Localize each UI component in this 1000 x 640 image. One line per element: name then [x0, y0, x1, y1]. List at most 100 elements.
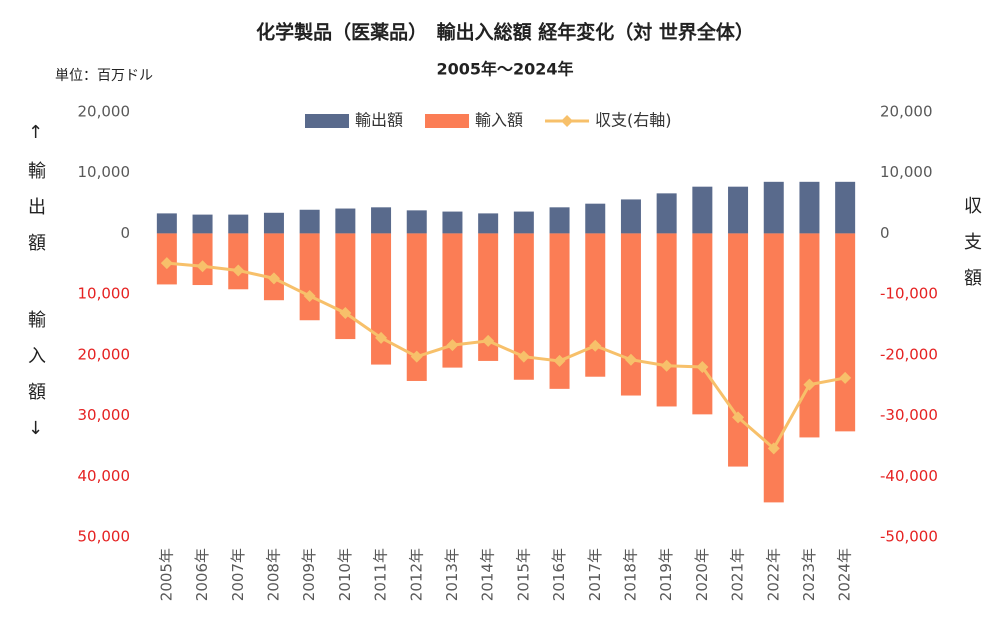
y2-tick-label: -10,000	[880, 285, 938, 303]
y-axis-title: ↑輸出額	[25, 122, 46, 269]
x-tick-label: 2007年	[229, 548, 247, 601]
bar	[156, 213, 177, 234]
marker	[160, 257, 173, 270]
x-tick-label: 2023年	[800, 548, 818, 601]
legend-swatch	[561, 115, 574, 127]
bar	[799, 233, 820, 438]
marker	[339, 306, 352, 319]
bar	[513, 211, 534, 234]
marker	[375, 331, 388, 344]
bar	[478, 213, 499, 234]
y2-tick-label: 0	[880, 224, 890, 242]
marker	[446, 339, 459, 352]
x-tick-label: 2009年	[300, 548, 318, 601]
bar	[835, 181, 856, 234]
x-tick-label: 2017年	[586, 548, 604, 601]
marker	[624, 353, 637, 366]
bar	[799, 181, 820, 234]
x-tick-label: 2015年	[514, 548, 532, 601]
y-tick-label: 30,000	[78, 406, 131, 424]
marker	[410, 350, 423, 363]
marker	[267, 272, 280, 285]
y-tick-label: 0	[120, 224, 130, 242]
marker	[303, 289, 316, 302]
y2-tick-label: 20,000	[880, 103, 933, 121]
y2-axis-title: 収支額	[961, 196, 982, 304]
legend-swatch	[425, 114, 470, 128]
x-tick-label: 2022年	[764, 548, 782, 601]
x-tick-label: 2019年	[657, 548, 675, 601]
bar	[728, 233, 749, 467]
marker	[696, 361, 709, 373]
y-axis-title: 輸入額↓	[25, 310, 46, 457]
marker	[660, 359, 673, 372]
bar	[192, 233, 213, 286]
bar	[692, 186, 713, 234]
legend-label: 収支(右軸)	[595, 111, 672, 130]
x-tick-label: 2018年	[621, 548, 639, 601]
bar	[263, 233, 284, 301]
marker	[517, 350, 530, 363]
bar	[478, 233, 499, 361]
chart-subtitle: 2005年～2024年	[436, 60, 573, 79]
bar	[656, 193, 677, 234]
bar	[763, 233, 784, 503]
bar	[549, 207, 570, 234]
bar	[192, 214, 213, 234]
x-tick-label: 2020年	[693, 548, 711, 601]
chart-title: 化学製品（医薬品） 輸出入総額 経年変化（対 世界全体）	[256, 21, 754, 44]
marker	[839, 371, 852, 384]
legend-label: 輸入額	[475, 111, 523, 130]
marker	[767, 442, 780, 455]
x-tick-label: 2005年	[157, 548, 175, 601]
bar	[835, 233, 856, 432]
bar	[620, 199, 641, 234]
x-tick-label: 2012年	[407, 548, 425, 601]
bar	[656, 233, 677, 407]
marker	[732, 411, 745, 424]
legend-swatch	[305, 114, 349, 128]
y2-tick-label: -20,000	[880, 345, 938, 363]
y-tick-label: 10,000	[78, 285, 131, 303]
y-tick-label: 40,000	[78, 467, 131, 485]
bar	[299, 233, 320, 321]
y-tick-label: 20,000	[78, 345, 131, 363]
bar	[335, 208, 356, 234]
y2-tick-label: 10,000	[880, 163, 933, 181]
line	[166, 261, 846, 451]
bar	[692, 233, 713, 415]
x-tick-label: 2011年	[372, 548, 390, 601]
x-tick-label: 2010年	[336, 548, 354, 601]
marker	[482, 334, 495, 347]
bar	[371, 207, 392, 234]
bar	[335, 233, 356, 340]
marker	[232, 264, 245, 277]
bar	[620, 233, 641, 396]
bar	[585, 233, 606, 377]
x-tick-label: 2006年	[193, 548, 211, 601]
y-tick-label: 50,000	[78, 528, 131, 546]
bar	[442, 211, 463, 234]
x-tick-label: 2008年	[264, 548, 282, 601]
marker	[589, 339, 602, 352]
x-tick-label: 2021年	[729, 548, 747, 601]
y-tick-label: 20,000	[78, 103, 131, 121]
legend-label: 輸出額	[355, 111, 403, 130]
y-tick-label: 10,000	[78, 163, 131, 181]
bar	[442, 233, 463, 368]
marker	[553, 354, 566, 367]
bar	[763, 181, 784, 234]
x-tick-label: 2013年	[443, 548, 461, 601]
bar	[549, 233, 570, 389]
bar	[263, 212, 284, 234]
y2-tick-label: -30,000	[880, 406, 938, 424]
bar	[406, 210, 427, 234]
unit-label: 単位：百万ドル	[55, 68, 153, 84]
y2-tick-label: -40,000	[880, 467, 938, 485]
bar	[513, 233, 534, 380]
x-tick-label: 2016年	[550, 548, 568, 601]
x-tick-label: 2024年	[836, 548, 854, 601]
bar	[371, 233, 392, 365]
bar	[228, 233, 249, 290]
